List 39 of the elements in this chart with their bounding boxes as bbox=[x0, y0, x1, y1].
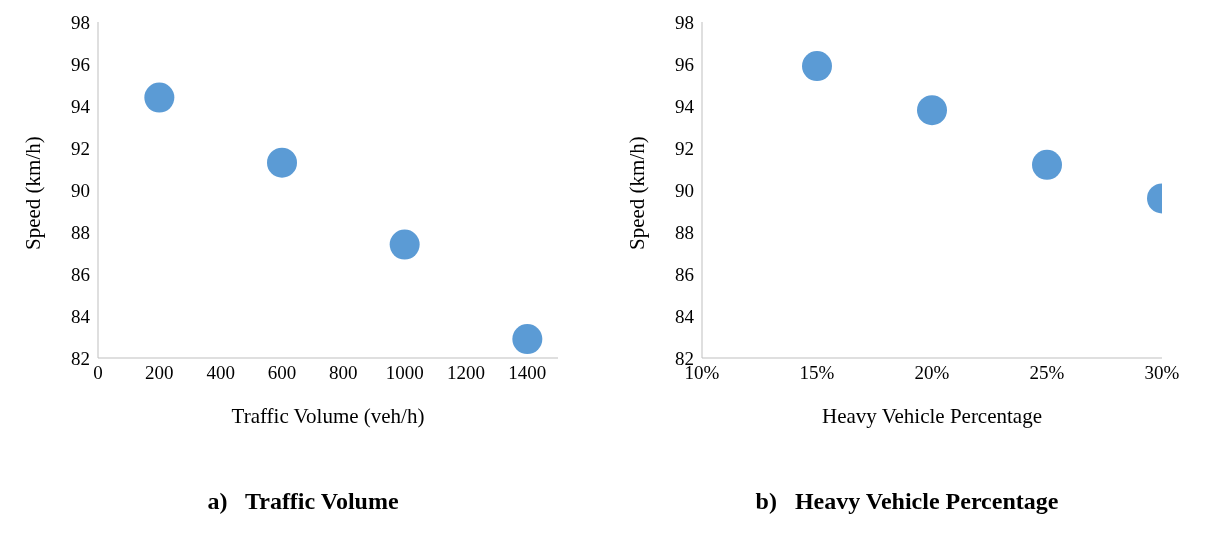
y-tick-label: 92 bbox=[675, 137, 694, 159]
x-tick-label: 0 bbox=[93, 362, 103, 384]
x-tick-label: 1000 bbox=[385, 362, 424, 384]
point bbox=[144, 82, 175, 113]
y-tick-label: 92 bbox=[71, 137, 90, 159]
y-tick-label: 86 bbox=[675, 263, 694, 285]
x-tick-label: 400 bbox=[206, 362, 235, 384]
x-tick-label: 25% bbox=[1029, 362, 1065, 384]
y-tick-label: 86 bbox=[71, 263, 90, 285]
y-tick-label: 90 bbox=[71, 179, 90, 201]
y-tick-label: 94 bbox=[675, 95, 695, 117]
y-tick-label: 98 bbox=[675, 11, 694, 33]
point bbox=[267, 147, 297, 178]
x-tick-label: 200 bbox=[145, 362, 174, 384]
text: a) Traffic Volume bbox=[206, 488, 400, 515]
point bbox=[389, 229, 420, 260]
y-tick-label: 94 bbox=[71, 95, 91, 117]
x-tick-label: 600 bbox=[267, 362, 297, 384]
point bbox=[512, 324, 543, 355]
text: b) Heavy Vehicle Percentage bbox=[754, 488, 1060, 515]
y-axis-title: Speed (km/h) bbox=[21, 136, 46, 250]
y-tick-label: 96 bbox=[71, 53, 90, 75]
x-axis-title: Heavy Vehicle Percentage bbox=[821, 404, 1043, 428]
y-tick-label: 96 bbox=[675, 53, 694, 75]
y-tick-label: 88 bbox=[71, 221, 90, 243]
x-tick-label: 15% bbox=[799, 362, 835, 384]
x-tick-label: 30% bbox=[1144, 362, 1180, 384]
y-tick-label: 84 bbox=[71, 305, 91, 327]
y-tick-label: 88 bbox=[675, 221, 694, 243]
x-tick-label: 800 bbox=[329, 362, 358, 384]
y-axis-title: Speed (km/h) bbox=[625, 136, 650, 250]
x-tick-label: 1200 bbox=[447, 362, 485, 384]
y-tick-label: 82 bbox=[71, 347, 90, 369]
y-tick-label: 84 bbox=[675, 305, 695, 327]
x-tick-label: 20% bbox=[914, 362, 950, 384]
y-tick-label: 98 bbox=[71, 11, 90, 33]
x-axis-title: Traffic Volume (veh/h) bbox=[231, 404, 425, 428]
x-tick-label: 1400 bbox=[508, 362, 547, 384]
y-tick-label: 90 bbox=[675, 179, 694, 201]
